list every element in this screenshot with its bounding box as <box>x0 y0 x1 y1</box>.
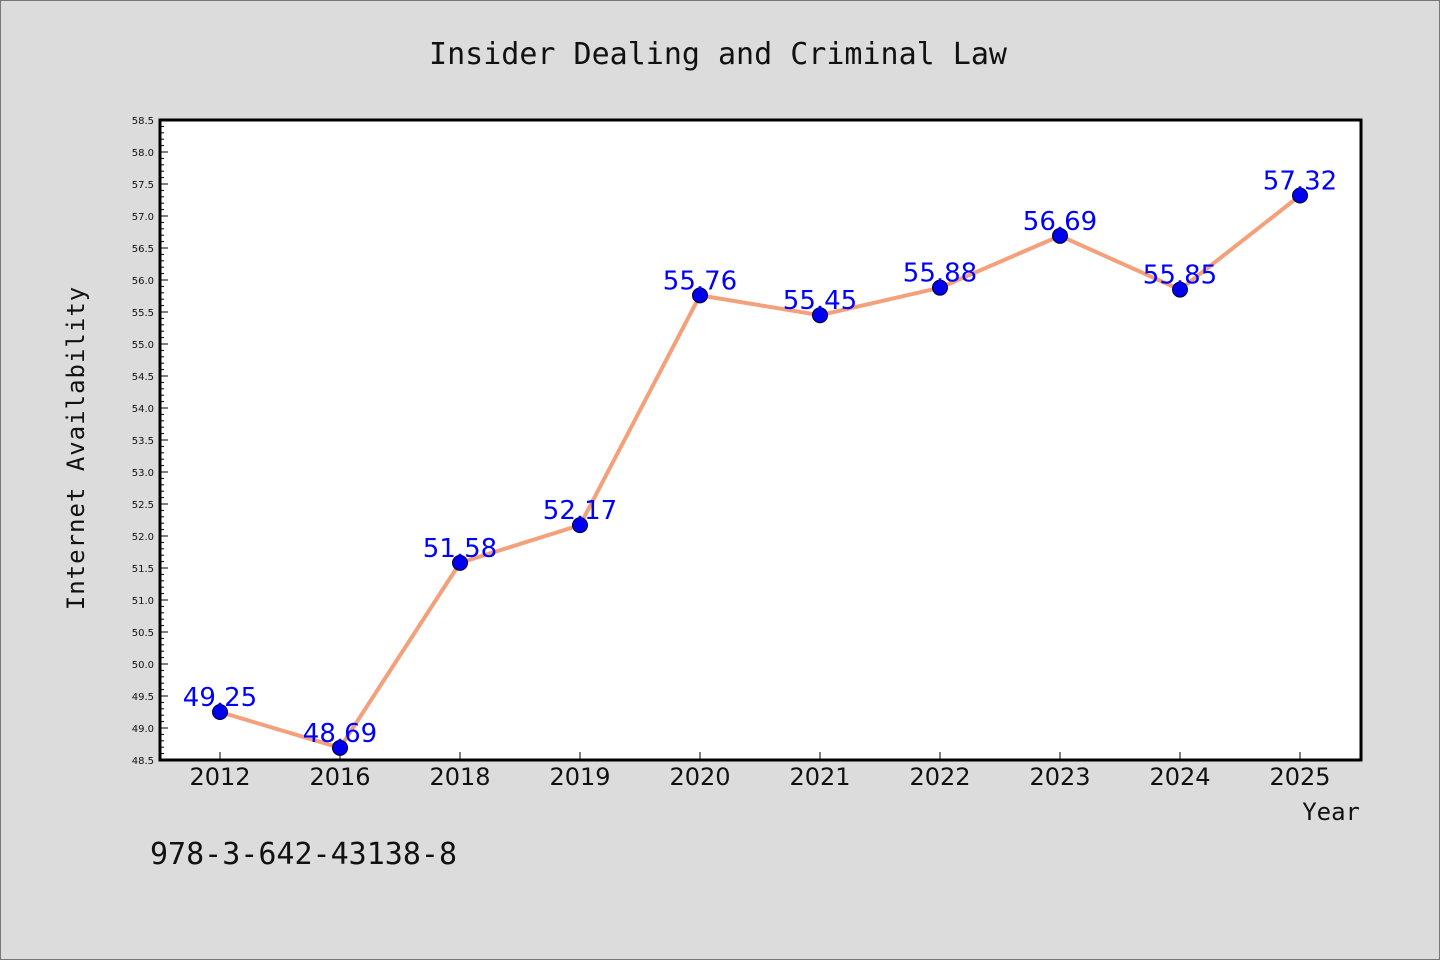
data-label: 55.88 <box>903 259 977 289</box>
y-tick-label: 51.0 <box>132 596 154 607</box>
data-point-marker <box>572 517 588 534</box>
data-label: 57.32 <box>1263 167 1337 197</box>
chart-title: Insider Dealing and Criminal Law <box>429 37 1008 72</box>
y-tick-label: 55.0 <box>132 340 154 351</box>
y-tick-label: 48.5 <box>132 756 154 767</box>
y-tick-label: 52.0 <box>132 532 154 543</box>
y-axis-ticks: 48.5 49.0 49.5 50.0 50.5 51.0 51.5 52.0 52.5 53.0… <box>132 116 168 767</box>
data-label: 52.17 <box>543 496 617 526</box>
data-point-marker <box>1172 281 1188 298</box>
x-tick-label: 2012 <box>189 763 250 791</box>
y-axis-label: Internet Availability <box>62 286 90 610</box>
x-tick-label: 2025 <box>1269 763 1330 791</box>
markers-group <box>212 187 1308 756</box>
data-point-marker <box>212 704 228 720</box>
data-label: 49.25 <box>183 683 257 713</box>
data-point-marker <box>1052 227 1068 244</box>
y-tick-label: 53.0 <box>132 468 154 479</box>
data-label: 55.85 <box>1143 261 1217 291</box>
x-tick-label: 2023 <box>1029 763 1090 791</box>
data-point-marker <box>692 287 708 304</box>
y-tick-label: 54.0 <box>132 404 154 415</box>
x-tick-label: 2018 <box>429 763 490 791</box>
x-tick-label: 2019 <box>549 763 610 791</box>
plot-area <box>158 118 1363 762</box>
data-labels-group: 49.25 48.69 51.58 52.17 55.76 55.45 55.88 56.69… <box>183 167 1337 749</box>
data-label: 55.76 <box>663 266 737 296</box>
y-tick-label: 51.5 <box>132 564 154 575</box>
data-point-marker <box>332 739 348 756</box>
y-tick-label: 56.5 <box>132 244 154 255</box>
data-label: 55.45 <box>783 286 857 316</box>
y-tick-label: 56.0 <box>132 276 154 287</box>
y-tick-label: 57.0 <box>132 212 154 223</box>
series-line <box>219 193 1302 750</box>
series-line-group <box>219 193 1302 750</box>
y-tick-label: 58.0 <box>132 148 154 159</box>
y-tick-label: 54.5 <box>132 372 154 383</box>
data-label: 56.69 <box>1023 207 1097 237</box>
data-label: 48.69 <box>303 719 377 749</box>
y-tick-label: 50.5 <box>132 628 154 639</box>
data-point-marker <box>812 307 828 324</box>
data-point-marker <box>1292 187 1308 204</box>
x-tick-label: 2020 <box>669 763 730 791</box>
x-tick-label: 2024 <box>1149 763 1210 791</box>
data-point-marker <box>932 279 948 296</box>
data-point-marker <box>452 554 468 571</box>
y-tick-label: 53.5 <box>132 436 154 447</box>
x-axis-ticks: 2012 2016 2018 2019 2020 2021 2022 2023 2024 2025 <box>189 752 1331 791</box>
isbn-footer: 978-3-642-43138-8 <box>150 837 457 872</box>
y-tick-label: 57.5 <box>132 180 154 191</box>
x-axis-label: Year <box>1302 798 1360 826</box>
x-tick-label: 2022 <box>909 763 970 791</box>
y-tick-label: 49.5 <box>132 692 154 703</box>
y-tick-label: 58.5 <box>132 116 154 127</box>
y-tick-label: 50.0 <box>132 660 154 671</box>
y-tick-label: 52.5 <box>132 500 154 511</box>
data-label: 51.58 <box>423 534 497 564</box>
x-tick-label: 2021 <box>789 763 850 791</box>
y-tick-label: 55.5 <box>132 308 154 319</box>
x-tick-label: 2016 <box>309 763 370 791</box>
y-tick-label: 49.0 <box>132 724 154 735</box>
